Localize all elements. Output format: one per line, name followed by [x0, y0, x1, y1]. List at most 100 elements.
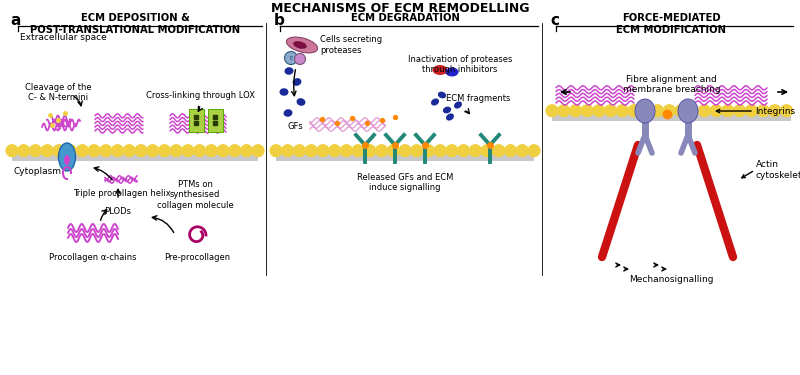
Circle shape — [282, 145, 294, 156]
Circle shape — [18, 145, 30, 156]
Circle shape — [528, 145, 540, 156]
Ellipse shape — [279, 88, 289, 96]
Circle shape — [652, 105, 663, 116]
Circle shape — [376, 145, 387, 156]
Text: ECM fragments: ECM fragments — [446, 94, 510, 103]
Ellipse shape — [443, 106, 451, 113]
Ellipse shape — [433, 65, 447, 75]
Circle shape — [505, 145, 516, 156]
Circle shape — [306, 145, 317, 156]
Circle shape — [399, 145, 410, 156]
Circle shape — [364, 145, 375, 156]
Circle shape — [294, 145, 305, 156]
Circle shape — [422, 145, 434, 156]
Circle shape — [593, 105, 605, 116]
Ellipse shape — [294, 54, 306, 64]
Ellipse shape — [454, 101, 462, 109]
Ellipse shape — [64, 155, 70, 165]
Text: Procollagen α-chains: Procollagen α-chains — [50, 253, 137, 262]
Circle shape — [88, 145, 100, 156]
Circle shape — [194, 145, 206, 156]
Circle shape — [241, 145, 252, 156]
Circle shape — [282, 145, 294, 156]
Circle shape — [30, 145, 41, 156]
Circle shape — [65, 145, 76, 156]
Circle shape — [158, 145, 170, 156]
Circle shape — [218, 145, 229, 156]
Ellipse shape — [293, 78, 302, 86]
Ellipse shape — [297, 98, 306, 106]
Circle shape — [329, 145, 340, 156]
Circle shape — [470, 145, 481, 156]
Circle shape — [528, 145, 540, 156]
Circle shape — [605, 105, 616, 116]
Circle shape — [722, 105, 734, 116]
Circle shape — [341, 145, 352, 156]
Circle shape — [364, 145, 375, 156]
Text: c: c — [550, 13, 559, 28]
Circle shape — [687, 105, 698, 116]
Circle shape — [6, 145, 18, 156]
Text: FORCE-MEDIATED
ECM MODIFICATION: FORCE-MEDIATED ECM MODIFICATION — [617, 13, 726, 34]
Text: Actin
cytoskeleton: Actin cytoskeleton — [756, 160, 800, 180]
Circle shape — [158, 145, 170, 156]
Circle shape — [675, 105, 686, 116]
Text: Cytoplasm: Cytoplasm — [14, 167, 62, 176]
Circle shape — [77, 145, 88, 156]
Ellipse shape — [678, 99, 698, 123]
Text: ECM DEPOSITION &
POST-TRANSLATIONAL MODIFICATION: ECM DEPOSITION & POST-TRANSLATIONAL MODI… — [30, 13, 240, 34]
Circle shape — [100, 145, 111, 156]
Circle shape — [493, 145, 505, 156]
Circle shape — [582, 105, 593, 116]
Text: MECHANISMS OF ECM REMODELLING: MECHANISMS OF ECM REMODELLING — [270, 2, 530, 15]
Circle shape — [663, 105, 675, 116]
Circle shape — [147, 145, 158, 156]
Circle shape — [376, 145, 387, 156]
Ellipse shape — [293, 41, 307, 49]
Circle shape — [352, 145, 364, 156]
Circle shape — [593, 105, 605, 116]
Circle shape — [722, 105, 734, 116]
Text: Cells secreting
proteases: Cells secreting proteases — [320, 35, 382, 55]
Circle shape — [734, 105, 746, 116]
Circle shape — [241, 145, 252, 156]
FancyBboxPatch shape — [189, 108, 203, 132]
Circle shape — [206, 145, 217, 156]
Circle shape — [229, 145, 241, 156]
Circle shape — [6, 145, 18, 156]
Circle shape — [42, 145, 53, 156]
Circle shape — [698, 105, 710, 116]
Text: Cleavage of the
C- & N-termini: Cleavage of the C- & N-termini — [25, 83, 91, 102]
Circle shape — [270, 145, 282, 156]
Circle shape — [306, 145, 317, 156]
Circle shape — [182, 145, 194, 156]
Text: a: a — [10, 13, 20, 28]
Circle shape — [675, 105, 686, 116]
Circle shape — [769, 105, 781, 116]
Circle shape — [605, 105, 616, 116]
Circle shape — [341, 145, 352, 156]
Ellipse shape — [58, 143, 75, 171]
Ellipse shape — [438, 92, 446, 98]
Ellipse shape — [431, 99, 439, 105]
Text: ECM DEGRADATION: ECM DEGRADATION — [350, 13, 459, 23]
Circle shape — [710, 105, 722, 116]
Ellipse shape — [635, 99, 655, 123]
Circle shape — [422, 145, 434, 156]
Ellipse shape — [446, 68, 458, 76]
Circle shape — [30, 145, 41, 156]
Circle shape — [411, 145, 422, 156]
Circle shape — [252, 145, 264, 156]
Circle shape — [652, 105, 663, 116]
Circle shape — [570, 105, 581, 116]
Circle shape — [317, 145, 329, 156]
Circle shape — [734, 105, 746, 116]
Ellipse shape — [446, 113, 454, 121]
Circle shape — [53, 145, 65, 156]
Circle shape — [628, 105, 640, 116]
Circle shape — [470, 145, 481, 156]
Text: Cross-linking through LOX: Cross-linking through LOX — [146, 91, 254, 100]
Circle shape — [546, 105, 558, 116]
Text: Triple procollagen helix: Triple procollagen helix — [73, 189, 171, 198]
Circle shape — [294, 145, 305, 156]
